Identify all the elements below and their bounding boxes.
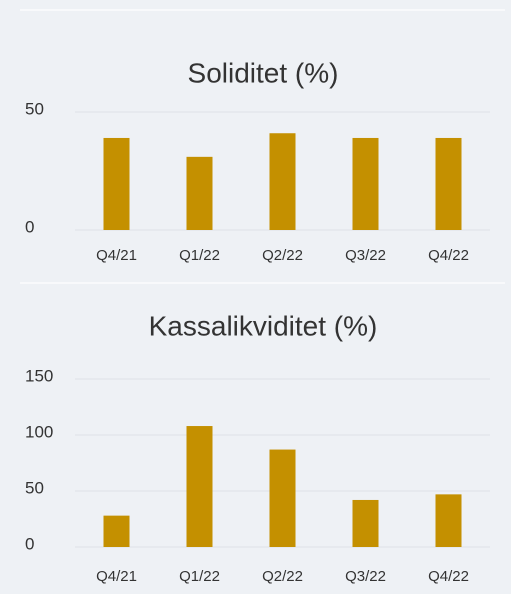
y-tick-label: 0 <box>25 217 34 236</box>
bar <box>435 494 462 547</box>
chart-title: Soliditet (%) <box>188 57 339 88</box>
x-tick-label: Q1/22 <box>179 247 220 264</box>
y-tick-label: 0 <box>25 534 34 553</box>
y-tick-label: 50 <box>25 478 44 497</box>
x-tick-label: Q3/22 <box>345 568 386 585</box>
x-tick-label: Q4/22 <box>428 568 469 585</box>
y-tick-label: 100 <box>25 422 53 441</box>
bar <box>103 137 130 230</box>
x-tick-label: Q2/22 <box>262 247 303 264</box>
x-tick-label: Q4/21 <box>96 568 137 585</box>
bar <box>186 426 213 547</box>
x-tick-label: Q2/22 <box>262 568 303 585</box>
bar <box>103 515 130 547</box>
x-tick-label: Q1/22 <box>179 568 220 585</box>
y-tick-label: 50 <box>25 99 44 118</box>
chart-title: Kassalikviditet (%) <box>149 310 378 341</box>
bar <box>352 137 379 230</box>
bar <box>269 449 296 547</box>
y-tick-label: 150 <box>25 366 53 385</box>
x-tick-label: Q3/22 <box>345 247 386 264</box>
bar <box>269 133 296 230</box>
x-tick-label: Q4/21 <box>96 247 137 264</box>
bar <box>435 137 462 230</box>
x-tick-label: Q4/22 <box>428 247 469 264</box>
bar <box>186 156 213 230</box>
bar <box>352 499 379 547</box>
